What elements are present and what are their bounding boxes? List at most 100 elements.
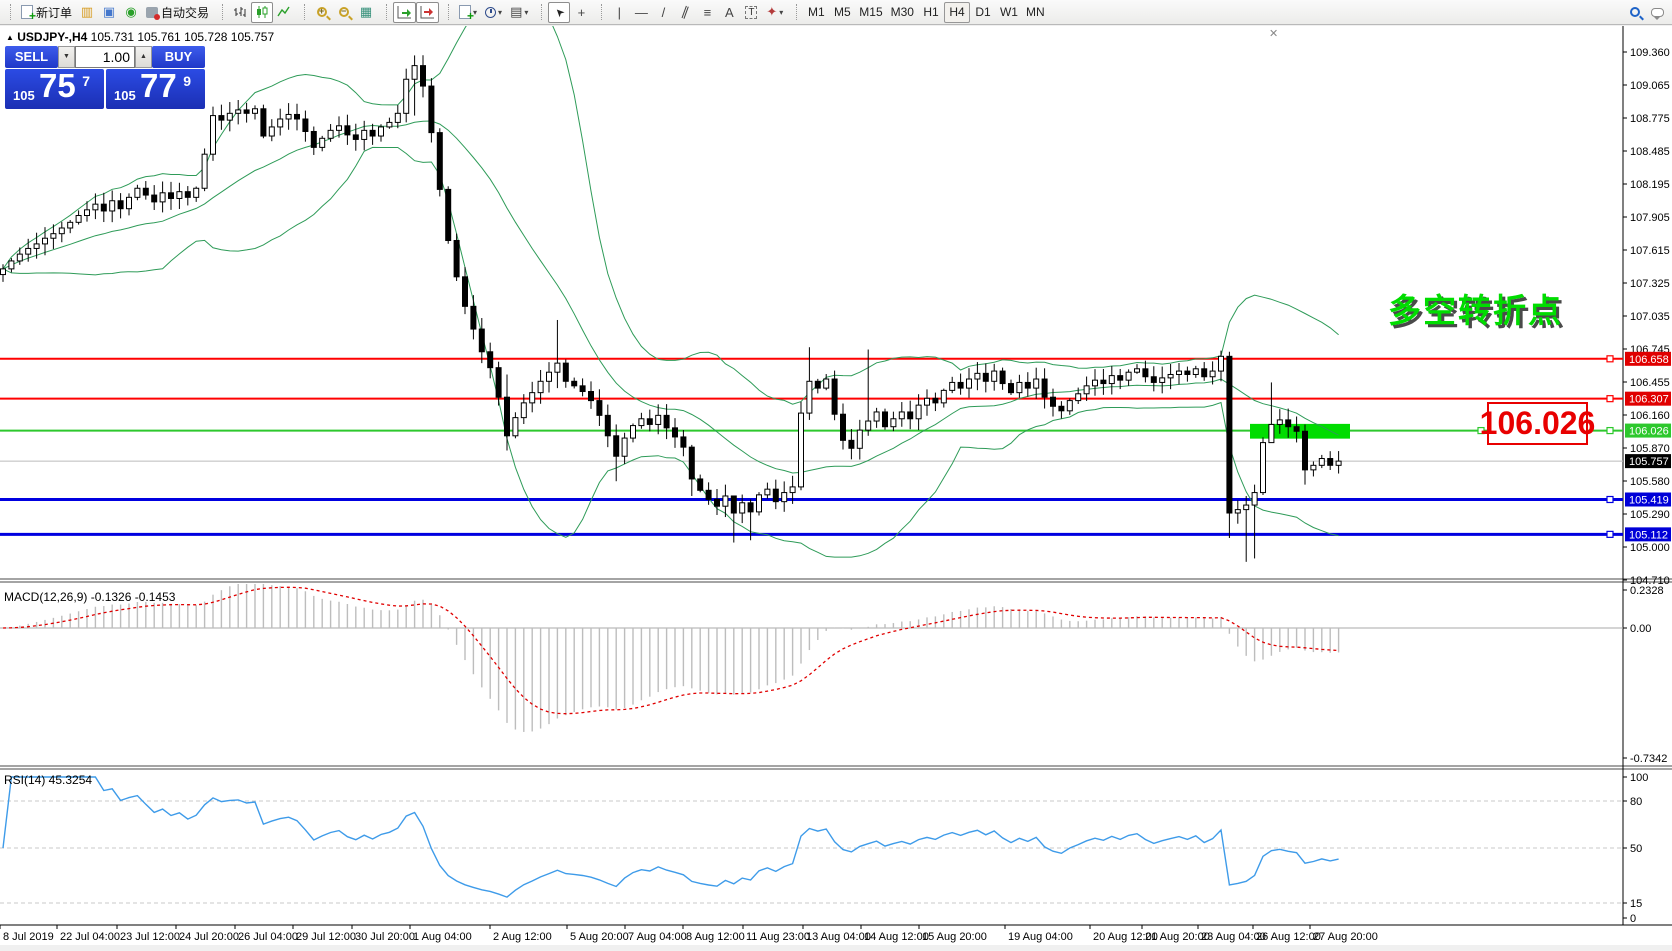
svg-text:7 Aug 04:00: 7 Aug 04:00 xyxy=(628,931,687,943)
new-order-button[interactable]: 新订单 xyxy=(17,2,76,23)
svg-text:0: 0 xyxy=(1630,913,1636,925)
chart-window[interactable]: 109.360 109.065 108.775 108.485 108.195 107.9… xyxy=(0,26,1672,951)
svg-text:106.307: 106.307 xyxy=(1629,394,1669,406)
signals-icon: ◉ xyxy=(125,4,137,19)
price-level-callout[interactable]: 106.026 xyxy=(1480,402,1595,445)
tab-timeframe-m1[interactable]: M1 xyxy=(807,5,825,19)
bar-chart-icon xyxy=(234,7,246,17)
svg-text:106.026: 106.026 xyxy=(1629,426,1669,438)
svg-text:105.870: 105.870 xyxy=(1630,443,1670,455)
svg-text:109.360: 109.360 xyxy=(1630,47,1670,59)
toolbar-group-trade: 新订单 ▥ ▣ ◉ 自动交易 xyxy=(4,0,216,24)
cursor-button[interactable]: ➤ xyxy=(548,1,571,23)
toolbar-drag-handle[interactable] xyxy=(601,4,605,20)
svg-text:11 Aug 23:00: 11 Aug 23:00 xyxy=(746,931,810,943)
zoom-in-button[interactable] xyxy=(311,2,333,23)
trendline-button[interactable]: / xyxy=(652,2,674,23)
toolbar-drag-handle[interactable] xyxy=(222,4,226,20)
profiles-icon: ▣ xyxy=(102,4,116,19)
toolbar-drag-handle[interactable] xyxy=(386,4,390,20)
sell-button[interactable]: SELL xyxy=(5,46,58,68)
indicators-button[interactable]: ▾ xyxy=(455,2,481,23)
volume-input[interactable]: 1.00 xyxy=(75,46,135,68)
text-button[interactable]: A xyxy=(718,2,740,23)
charts-button[interactable]: ▥ xyxy=(76,2,98,23)
tab-timeframe-w1[interactable]: W1 xyxy=(999,5,1018,19)
one-click-trading-panel: SELL ▼ 1.00 ▲ BUY 105 75 7 105 77 9 xyxy=(5,46,205,109)
autotrade-button[interactable]: 自动交易 xyxy=(142,2,213,23)
bar-chart-button[interactable] xyxy=(229,2,251,23)
tab-timeframe-m5[interactable]: M5 xyxy=(833,5,851,19)
tab-timeframe-m30[interactable]: M30 xyxy=(890,5,914,19)
auto-scroll-button[interactable] xyxy=(393,1,417,23)
toolbar-drag-handle[interactable] xyxy=(304,4,308,20)
tab-timeframe-h4[interactable]: H4 xyxy=(943,1,970,23)
periods-button[interactable]: ▾ xyxy=(481,2,506,23)
toolbar-drag-handle[interactable] xyxy=(541,4,545,20)
fibonacci-button[interactable]: ≡ xyxy=(696,2,718,23)
channel-icon: ∥ xyxy=(679,3,692,20)
sell-price-box[interactable]: 105 75 7 xyxy=(5,67,104,109)
horizontal-line-button[interactable]: — xyxy=(630,2,652,23)
volume-decrease-button[interactable]: ▼ xyxy=(58,46,75,68)
zoom-out-button[interactable] xyxy=(333,2,355,23)
tab-timeframe-mn[interactable]: MN xyxy=(1025,5,1045,19)
chevron-down-icon: ▾ xyxy=(473,7,478,17)
autotrade-label: 自动交易 xyxy=(161,5,210,20)
text-label-button[interactable]: T xyxy=(740,2,762,23)
tile-windows-button[interactable]: ▦ xyxy=(355,2,377,23)
tab-timeframe-h1[interactable]: H1 xyxy=(923,5,939,19)
line-chart-button[interactable] xyxy=(273,2,295,23)
close-icon[interactable]: ✕ xyxy=(1269,28,1279,40)
svg-text:21 Aug 20:00: 21 Aug 20:00 xyxy=(1145,931,1210,943)
svg-text:106.455: 106.455 xyxy=(1630,377,1670,389)
chart-ohlc-title: ▲ USDJPY-,H4 105.731 105.761 105.728 105… xyxy=(6,30,274,44)
svg-text:104.710: 104.710 xyxy=(1630,575,1670,587)
svg-text:106.160: 106.160 xyxy=(1630,410,1670,422)
volume-increase-button[interactable]: ▲ xyxy=(135,46,152,68)
chart-canvas[interactable]: 109.360 109.065 108.775 108.485 108.195 107.9… xyxy=(0,26,1672,951)
buy-button[interactable]: BUY xyxy=(152,46,205,68)
crosshair-button[interactable]: + xyxy=(570,2,592,23)
toolbar-group-timeframes: M1 M5 M15 M30 H1 H4 D1 W1 MN xyxy=(790,0,1051,24)
chat-button[interactable] xyxy=(1646,2,1668,23)
vertical-line-icon: | xyxy=(617,4,622,20)
templates-button[interactable]: ▤ ▾ xyxy=(506,2,532,23)
toolbar-drag-handle[interactable] xyxy=(10,4,14,20)
toolbar-drag-handle[interactable] xyxy=(448,4,452,20)
chat-icon xyxy=(1650,7,1664,20)
svg-text:24 Jul 20:00: 24 Jul 20:00 xyxy=(179,931,239,943)
tab-timeframe-m15[interactable]: M15 xyxy=(859,5,883,19)
cursor-icon: ➤ xyxy=(552,4,568,20)
text-label-icon: T xyxy=(745,5,758,19)
arrows-button[interactable]: ✦ ▾ xyxy=(762,2,787,23)
fibonacci-icon: ≡ xyxy=(703,4,712,20)
chart-shift-button[interactable] xyxy=(416,1,440,23)
search-button[interactable] xyxy=(1624,2,1646,23)
search-icon xyxy=(1630,7,1640,17)
toolbar-group-charttype xyxy=(216,0,298,24)
svg-text:105.419: 105.419 xyxy=(1629,495,1669,507)
autotrade-icon xyxy=(146,6,161,20)
profiles-button[interactable]: ▣ xyxy=(98,2,120,23)
tab-timeframe-d1[interactable]: D1 xyxy=(975,5,991,19)
line-chart-icon xyxy=(277,6,290,17)
svg-text:13 Aug 04:00: 13 Aug 04:00 xyxy=(806,931,871,943)
svg-text:2 Aug 12:00: 2 Aug 12:00 xyxy=(493,931,552,943)
candlestick-chart-button[interactable] xyxy=(251,1,274,23)
ohlc-values: 105.731 105.761 105.728 105.757 xyxy=(90,30,275,44)
svg-text:20 Aug 12:00: 20 Aug 12:00 xyxy=(1093,931,1158,943)
candlestick-chart-icon xyxy=(257,6,268,18)
toolbar-group-scroll xyxy=(380,0,442,24)
zoom-in-icon xyxy=(317,6,328,17)
svg-text:109.065: 109.065 xyxy=(1630,80,1670,92)
chevron-down-icon: ▾ xyxy=(779,7,784,17)
channel-button[interactable]: ∥ xyxy=(674,2,696,23)
svg-text:23 Aug 04:00: 23 Aug 04:00 xyxy=(1201,931,1266,943)
vertical-line-button[interactable]: | xyxy=(608,2,630,23)
macd-indicator-label: MACD(12,26,9) -0.1326 -0.1453 xyxy=(4,590,176,604)
chevron-down-icon: ▾ xyxy=(524,7,529,17)
signals-button[interactable]: ◉ xyxy=(120,2,142,23)
buy-price-box[interactable]: 105 77 9 xyxy=(106,67,205,109)
toolbar-drag-handle[interactable] xyxy=(796,4,800,20)
